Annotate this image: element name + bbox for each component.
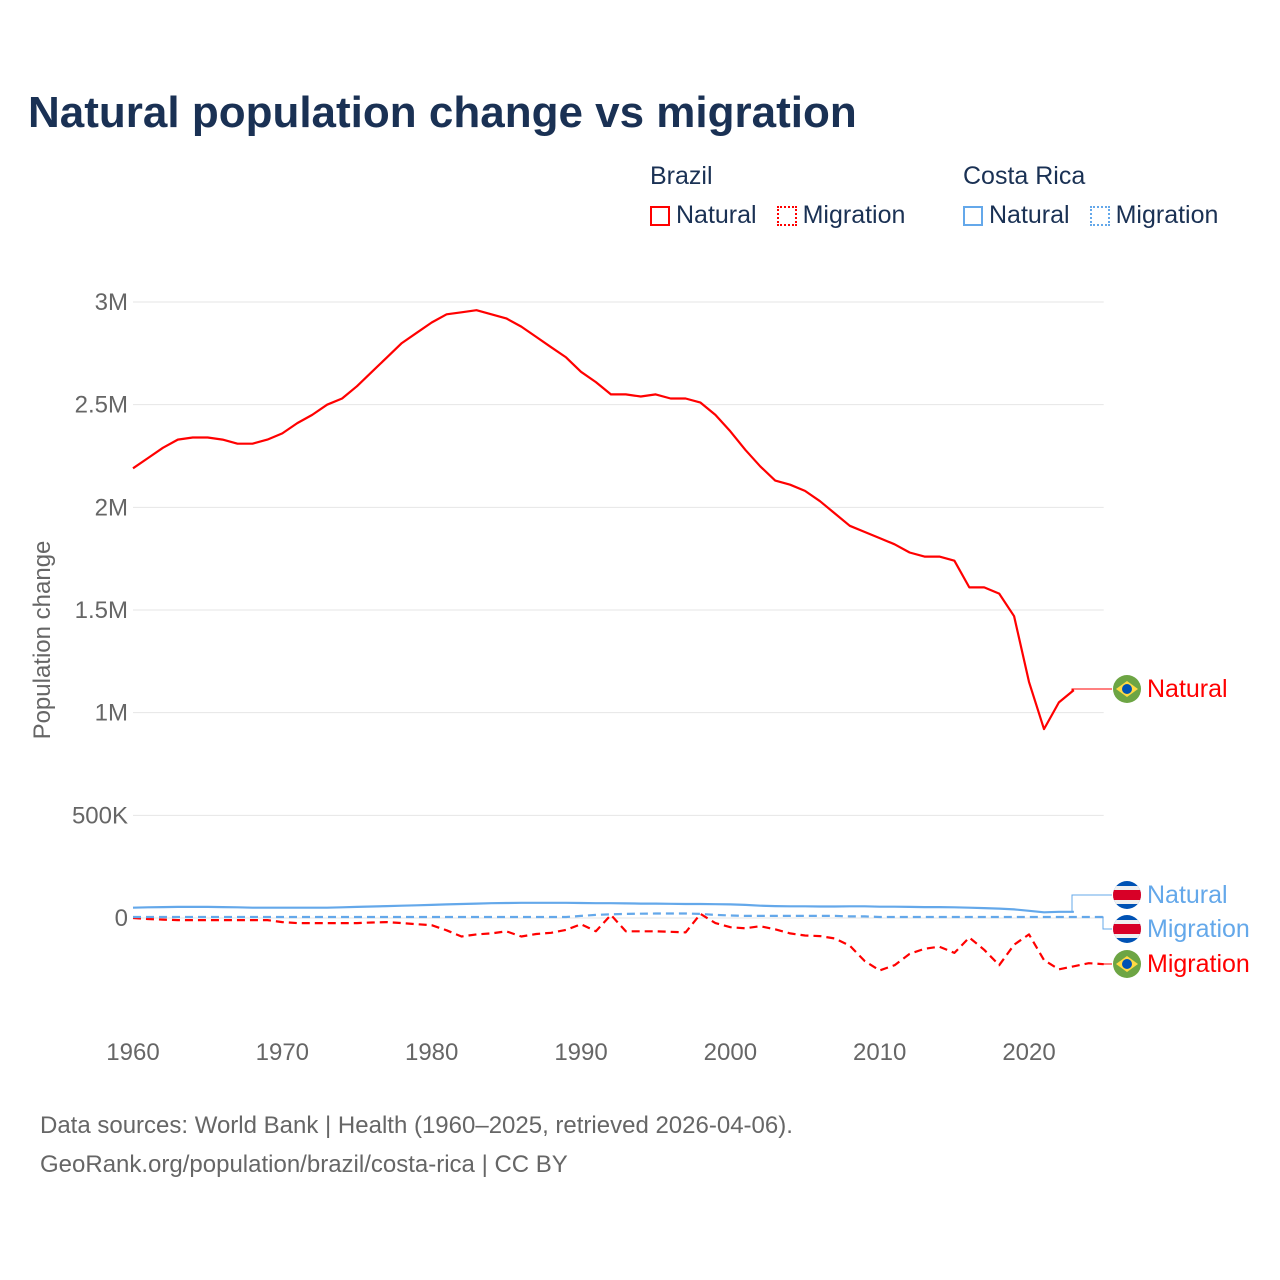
legend-swatch-dotted [1089, 205, 1110, 226]
label-leader-line [1071, 688, 1112, 691]
x-tick-label: 1980 [405, 1039, 458, 1066]
x-tick-label: 2000 [704, 1039, 757, 1066]
series-line-brazil-migration[interactable] [132, 912, 1104, 972]
source-note: Data sources: World Bank | Health (1960–… [40, 1112, 793, 1139]
end-label: Migration [1147, 915, 1250, 943]
legend-group-costa-rica: Costa Rica Natural Migration [963, 162, 1218, 230]
legend-label: Migration [1115, 201, 1219, 229]
brazil-flag-icon [1113, 950, 1141, 978]
y-axis-label: Population change [29, 541, 56, 740]
label-leader-line [1071, 894, 1112, 913]
y-tick-label: 1M [95, 700, 128, 727]
legend-item-costa-rica-natural[interactable]: Natural [963, 201, 1070, 230]
x-tick-label: 1970 [256, 1039, 309, 1066]
legend-item-brazil-migration[interactable]: Migration [776, 201, 906, 230]
legend-item-brazil-natural[interactable]: Natural [650, 201, 757, 230]
y-tick-label: 1.5M [75, 597, 128, 624]
legend-label: Natural [676, 201, 757, 229]
series-line-costa-rica-natural[interactable] [132, 901, 1074, 914]
legend-swatch-solid [963, 205, 983, 226]
x-tick-label: 2020 [1002, 1039, 1055, 1066]
y-tick-label: 3M [95, 289, 128, 316]
attribution-link[interactable]: GeoRank.org/population/brazil/costa-rica… [40, 1151, 568, 1178]
legend-swatch-dotted [776, 205, 797, 226]
legend-swatch-solid [650, 205, 670, 226]
x-tick-label: 1960 [106, 1039, 159, 1066]
label-leader-line [1102, 916, 1112, 930]
series-line-brazil-natural[interactable] [132, 309, 1075, 731]
end-label: Natural [1147, 881, 1228, 909]
legend-item-costa-rica-migration[interactable]: Migration [1089, 201, 1219, 230]
legend-label: Migration [802, 201, 906, 229]
y-tick-label: 500K [72, 802, 128, 829]
brazil-flag-icon [1113, 675, 1141, 703]
costa-rica-flag-icon [1113, 915, 1141, 943]
legend-group-brazil: Brazil Natural Migration [650, 162, 905, 230]
chart-title: Natural population change vs migration [28, 88, 857, 137]
legend-label: Natural [989, 201, 1070, 229]
end-label: Migration [1147, 950, 1250, 978]
y-tick-label: 2.5M [75, 392, 128, 419]
x-tick-label: 1990 [554, 1039, 607, 1066]
legend-group-title: Costa Rica [963, 162, 1086, 190]
footer: Data sources: World Bank | Health (1960–… [40, 1106, 793, 1184]
series-line-costa-rica-migration[interactable] [133, 912, 1104, 919]
y-tick-label: 0 [115, 905, 128, 932]
costa-rica-flag-icon [1113, 881, 1141, 909]
legend-group-title: Brazil [650, 162, 713, 190]
x-tick-label: 2010 [853, 1039, 906, 1066]
end-label: Natural [1147, 675, 1228, 703]
y-tick-label: 2M [95, 494, 128, 521]
